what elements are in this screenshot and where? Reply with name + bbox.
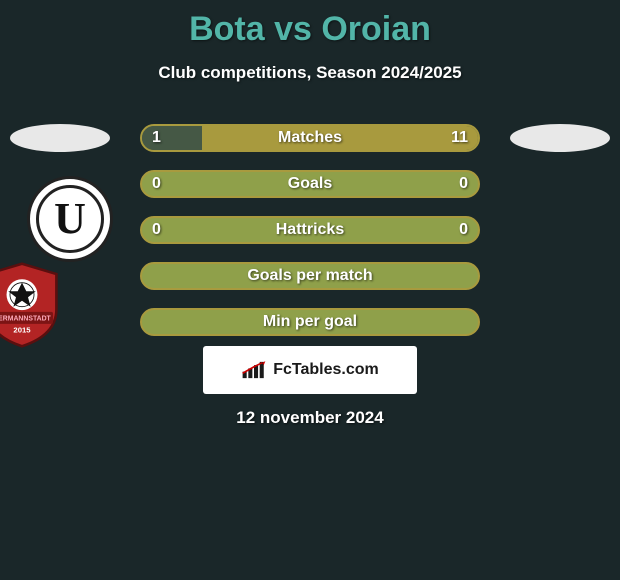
player-left-avatar-placeholder bbox=[10, 124, 110, 152]
club-left-crest: U bbox=[27, 176, 113, 262]
stat-bar: Goals per match bbox=[140, 262, 480, 290]
bar-label: Goals bbox=[288, 175, 332, 193]
bar-label: Matches bbox=[278, 129, 342, 147]
bar-chart-icon bbox=[241, 360, 267, 380]
stat-bars: Matches111Goals00Hattricks00Goals per ma… bbox=[140, 124, 480, 354]
bar-label: Goals per match bbox=[247, 267, 372, 285]
date-text: 12 november 2024 bbox=[0, 408, 620, 428]
bar-value-left: 0 bbox=[152, 175, 161, 193]
brand-badge: FcTables.com bbox=[203, 346, 417, 394]
shield-icon: HERMANNSTADT 2015 bbox=[0, 262, 65, 348]
bar-value-right: 11 bbox=[451, 129, 468, 147]
bar-label: Hattricks bbox=[276, 221, 344, 239]
bar-value-left: 1 bbox=[152, 129, 161, 147]
bar-value-left: 0 bbox=[152, 221, 161, 239]
club-right-crest: HERMANNSTADT 2015 bbox=[0, 262, 65, 348]
svg-text:2015: 2015 bbox=[13, 326, 31, 335]
stat-bar: Matches111 bbox=[140, 124, 480, 152]
bar-value-right: 0 bbox=[459, 175, 468, 193]
stat-bar: Hattricks 0 0 bbox=[140, 216, 480, 244]
crest-letter: U bbox=[54, 197, 86, 241]
stat-bar: Min per goal bbox=[140, 308, 480, 336]
comparison-area: U HERMANNSTADT 2015 Matches111Goals00Hat… bbox=[0, 110, 620, 282]
svg-text:HERMANNSTADT: HERMANNSTADT bbox=[0, 315, 52, 322]
player-right-avatar-placeholder bbox=[510, 124, 610, 152]
bar-label: Min per goal bbox=[263, 313, 357, 331]
subtitle: Club competitions, Season 2024/2025 bbox=[0, 63, 620, 83]
bar-value-right: 0 bbox=[459, 221, 468, 239]
page-title: Bota vs Oroian bbox=[0, 0, 620, 49]
stat-bar: Goals 0 0 bbox=[140, 170, 480, 198]
brand-text: FcTables.com bbox=[273, 361, 379, 379]
